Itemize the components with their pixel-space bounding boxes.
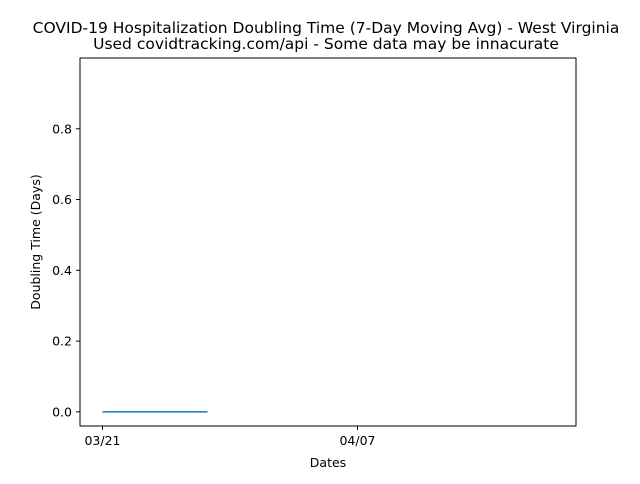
y-tick-label: 0.4 xyxy=(52,263,72,278)
y-tick-label: 0.8 xyxy=(52,121,72,136)
x-ticks: 03/21 04/07 xyxy=(84,426,376,448)
y-tick-label: 0.0 xyxy=(52,404,72,419)
x-tick-label: 03/21 xyxy=(84,433,120,448)
y-axis-label: Doubling Time (Days) xyxy=(28,174,43,309)
axes-frame xyxy=(79,57,577,427)
plot-area xyxy=(79,57,577,427)
y-tick-label: 0.6 xyxy=(52,192,72,207)
y-ticks: 0.0 0.2 0.4 0.6 0.8 xyxy=(52,121,80,419)
x-tick-label: 04/07 xyxy=(339,433,375,448)
chart-title-line1: COVID-19 Hospitalization Doubling Time (… xyxy=(33,19,620,37)
chart-title-line2: Used covidtracking.com/api - Some data m… xyxy=(93,35,559,53)
y-tick-label: 0.2 xyxy=(52,334,72,349)
x-axis-label: Dates xyxy=(310,455,346,470)
